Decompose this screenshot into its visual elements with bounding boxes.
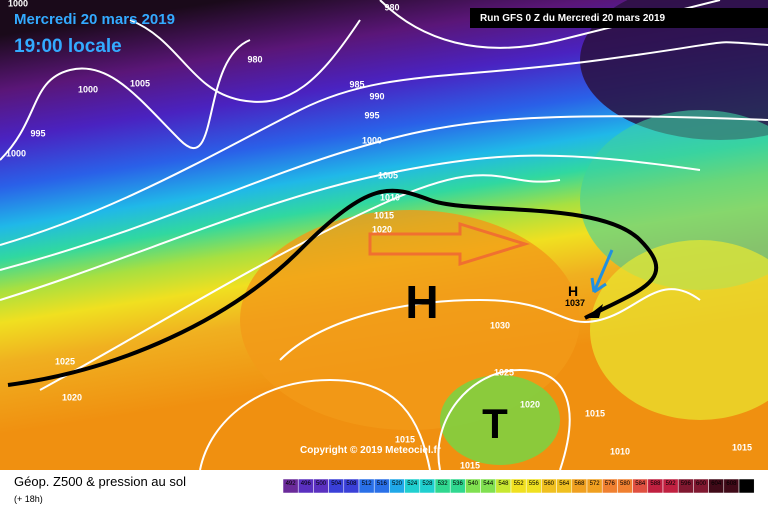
- legend-title: Géop. Z500 & pression au sol: [14, 474, 186, 489]
- isobar-label: 1005: [378, 170, 398, 180]
- isobar-label: 1015: [395, 434, 415, 444]
- blue-arrow: [590, 249, 614, 294]
- isobar-label: 1000: [8, 0, 28, 8]
- isobar-label: 1015: [374, 210, 394, 220]
- isobar-label: 1005: [130, 78, 150, 88]
- scale-label: 504: [331, 481, 342, 487]
- scale-label: 600: [696, 481, 707, 487]
- scale-label: 608: [726, 481, 737, 487]
- scale-label: 572: [590, 481, 601, 487]
- isobar-label: 1025: [55, 356, 75, 366]
- scale-cell: [738, 478, 755, 494]
- isobar-label: 1000: [362, 135, 382, 145]
- scale-label: 604: [711, 481, 722, 487]
- legend-lead: (+ 18h): [14, 494, 43, 504]
- isobar-label: 1015: [460, 460, 480, 470]
- scale-label: 552: [514, 481, 525, 487]
- date: Mercredi 20 mars 2019: [14, 11, 175, 28]
- isobar-label: 1025: [494, 367, 514, 377]
- scale-label: 548: [498, 481, 509, 487]
- scale-label: 588: [650, 481, 661, 487]
- scale-label: 580: [620, 481, 631, 487]
- copyright: Copyright © 2019 Meteociel.fr: [300, 445, 441, 456]
- low-symbol: T: [482, 400, 508, 447]
- center-value: 1037: [565, 298, 585, 308]
- isobar-label: 995: [364, 110, 379, 120]
- high-symbol: H: [405, 276, 438, 328]
- run-bg: [470, 8, 768, 28]
- field: [440, 375, 560, 465]
- scale-label: 564: [559, 481, 570, 487]
- scale-label: 576: [605, 481, 616, 487]
- scale-label: 500: [316, 481, 327, 487]
- scale-label: 536: [453, 481, 464, 487]
- time: 19:00 locale: [14, 36, 122, 57]
- isobar-label: 1015: [585, 408, 605, 418]
- field: [580, 0, 768, 140]
- scale-label: 516: [377, 481, 388, 487]
- scale-label: 512: [362, 481, 373, 487]
- isobar-label: 1020: [520, 399, 540, 409]
- isobar-label: 990: [369, 91, 384, 101]
- scale-label: 596: [681, 481, 692, 487]
- isobar-label: 1020: [372, 224, 392, 234]
- isobar-label: 1030: [490, 320, 510, 330]
- scale-label: 508: [346, 481, 357, 487]
- scale-label: 568: [574, 481, 585, 487]
- scale-label: 544: [483, 481, 494, 487]
- scale-label: 584: [635, 481, 646, 487]
- scale-label: 560: [544, 481, 555, 487]
- isobar-label: 1000: [78, 84, 98, 94]
- flow-arrow: [7, 188, 659, 387]
- isobar-label: 1010: [380, 192, 400, 202]
- isobar-label: 980: [247, 54, 262, 64]
- isobar-label: 980: [384, 2, 399, 12]
- isobar-label: 1020: [62, 392, 82, 402]
- field: [590, 240, 768, 420]
- isobars: [0, 0, 768, 470]
- scale-label: 532: [438, 481, 449, 487]
- run: Run GFS 0 Z du Mercredi 20 mars 2019: [480, 13, 666, 24]
- isobar-label: 1015: [732, 442, 752, 452]
- scale-label: 612: [742, 481, 753, 487]
- scale-label: 524: [407, 481, 418, 487]
- orange-arrow: [368, 221, 531, 267]
- scale-label: 492: [286, 481, 297, 487]
- isobar-label: 995: [30, 128, 45, 138]
- arrow-head: [585, 304, 603, 318]
- isobar-label: 1010: [610, 446, 630, 456]
- scale-label: 496: [301, 481, 312, 487]
- scale-label: 520: [392, 481, 403, 487]
- scale-label: 556: [529, 481, 540, 487]
- scale-label: 528: [422, 481, 433, 487]
- isobar-label: 985: [349, 79, 364, 89]
- scale-label: 592: [666, 481, 677, 487]
- center-symbol: H: [568, 283, 578, 299]
- isobar-label: 1000: [6, 148, 26, 158]
- scale-label: 540: [468, 481, 479, 487]
